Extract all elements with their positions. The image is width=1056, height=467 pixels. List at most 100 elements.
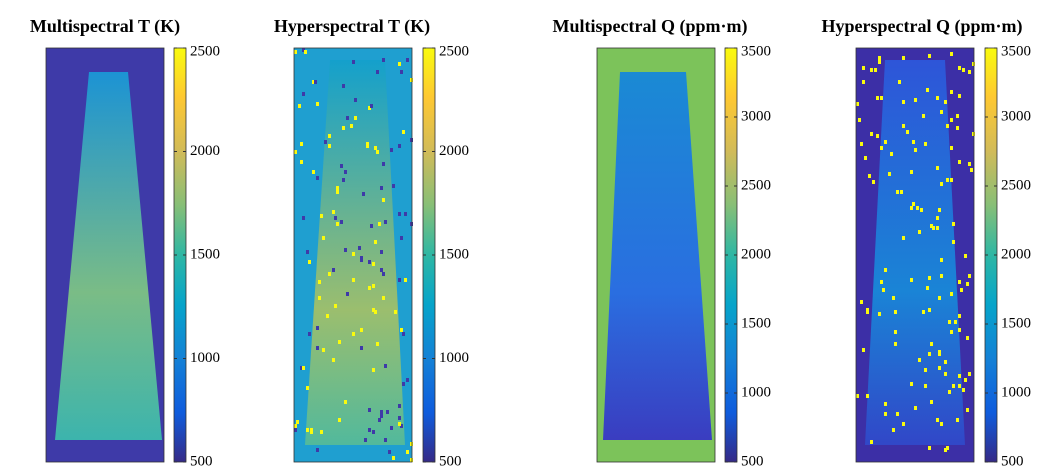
noise-pixel — [936, 166, 939, 170]
noise-pixel — [338, 340, 341, 344]
noise-pixel — [366, 142, 369, 146]
image-frame — [596, 47, 716, 463]
colorbar-tick-label: 1000 — [439, 350, 469, 366]
noise-pixel — [394, 310, 397, 314]
noise-pixel — [334, 216, 337, 220]
noise-pixel — [374, 146, 377, 150]
noise-pixel — [912, 140, 915, 144]
noise-pixel — [398, 422, 401, 426]
noise-pixel — [876, 134, 879, 138]
noise-pixel — [944, 360, 947, 364]
noise-pixel — [376, 342, 379, 346]
noise-pixel — [946, 178, 949, 182]
noise-pixel — [306, 428, 309, 432]
noise-pixel — [300, 160, 303, 164]
noise-pixel — [342, 178, 345, 182]
noise-pixel — [958, 160, 961, 164]
noise-pixel — [912, 202, 915, 206]
noise-pixel — [944, 100, 947, 104]
noise-pixel — [340, 220, 343, 224]
noise-pixel — [862, 348, 865, 352]
noise-pixel — [960, 288, 963, 292]
noise-pixel — [964, 254, 967, 258]
noise-pixel — [924, 368, 927, 372]
noise-pixel — [948, 390, 951, 394]
noise-pixel — [866, 310, 869, 314]
noise-pixel — [928, 352, 931, 356]
panel-title: Hyperspectral T (K) — [274, 16, 430, 37]
noise-pixel — [872, 180, 875, 184]
noise-pixel — [328, 144, 331, 148]
noise-pixel — [922, 114, 925, 118]
noise-pixel — [386, 410, 389, 414]
noise-pixel — [384, 220, 387, 224]
noise-pixel — [382, 272, 385, 276]
noise-pixel — [406, 58, 409, 62]
noise-pixel — [352, 278, 355, 282]
noise-pixel — [914, 406, 917, 410]
noise-pixel — [372, 368, 375, 372]
noise-pixel — [966, 336, 969, 340]
noise-pixel — [938, 208, 941, 212]
noise-pixel — [932, 226, 935, 230]
noise-pixel — [862, 80, 865, 84]
noise-pixel — [902, 56, 905, 60]
colorbar-tick-label: 2000 — [439, 143, 469, 159]
noise-pixel — [372, 308, 375, 312]
noise-pixel — [380, 414, 383, 418]
noise-pixel — [298, 104, 301, 108]
noise-pixel — [398, 404, 401, 408]
noise-pixel — [958, 314, 961, 318]
noise-pixel — [320, 214, 323, 218]
noise-pixel — [956, 126, 959, 130]
noise-pixel — [920, 208, 923, 212]
noise-pixel — [972, 132, 975, 136]
noise-pixel — [322, 348, 325, 352]
noise-pixel — [410, 78, 413, 82]
noise-pixel — [902, 100, 905, 104]
noise-pixel — [918, 358, 921, 362]
noise-pixel — [388, 450, 391, 454]
noise-pixel — [372, 262, 375, 266]
noise-pixel — [294, 424, 297, 428]
noise-pixel — [926, 286, 929, 290]
noise-pixel — [892, 428, 895, 432]
colorbar-tick-label: 500 — [190, 453, 213, 467]
noise-pixel — [966, 282, 969, 286]
colorbar-tick-label: 500 — [741, 453, 764, 467]
noise-pixel — [894, 342, 897, 346]
noise-pixel — [296, 420, 299, 424]
noise-pixel — [884, 412, 887, 416]
noise-pixel — [950, 118, 953, 122]
noise-pixel — [864, 156, 867, 160]
noise-pixel — [888, 172, 891, 176]
noise-pixel — [406, 450, 409, 454]
noise-pixel — [344, 248, 347, 252]
noise-pixel — [360, 328, 363, 332]
colorbar-tick-label: 2500 — [190, 43, 220, 59]
noise-pixel — [936, 96, 939, 100]
noise-pixel — [376, 70, 379, 74]
noise-pixel — [950, 90, 953, 94]
noise-pixel — [382, 58, 385, 62]
noise-pixel — [958, 374, 961, 378]
noise-pixel — [294, 150, 297, 154]
noise-pixel — [332, 358, 335, 362]
noise-pixel — [880, 96, 883, 100]
colorbar-tick-label: 2000 — [1001, 246, 1031, 262]
noise-pixel — [884, 402, 887, 406]
noise-pixel — [926, 88, 929, 92]
noise-pixel — [878, 56, 881, 60]
noise-pixel — [962, 68, 965, 72]
noise-pixel — [970, 168, 973, 172]
noise-pixel — [368, 408, 371, 412]
noise-pixel — [332, 210, 335, 214]
plume — [603, 72, 712, 440]
noise-pixel — [368, 106, 371, 110]
noise-pixel — [902, 124, 905, 128]
noise-pixel — [410, 442, 413, 446]
colorbar-tick-label: 3500 — [741, 43, 771, 59]
noise-pixel — [878, 312, 881, 316]
noise-pixel — [930, 342, 933, 346]
noise-pixel — [940, 274, 943, 278]
